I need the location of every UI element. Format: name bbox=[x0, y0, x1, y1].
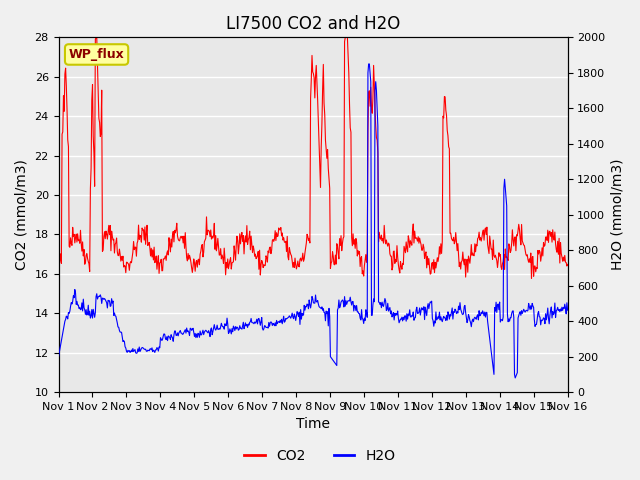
Y-axis label: CO2 (mmol/m3): CO2 (mmol/m3) bbox=[15, 159, 29, 270]
Legend: CO2, H2O: CO2, H2O bbox=[239, 443, 401, 468]
X-axis label: Time: Time bbox=[296, 418, 330, 432]
Title: LI7500 CO2 and H2O: LI7500 CO2 and H2O bbox=[226, 15, 400, 33]
Text: WP_flux: WP_flux bbox=[68, 48, 124, 61]
Y-axis label: H2O (mmol/m3): H2O (mmol/m3) bbox=[611, 159, 625, 270]
